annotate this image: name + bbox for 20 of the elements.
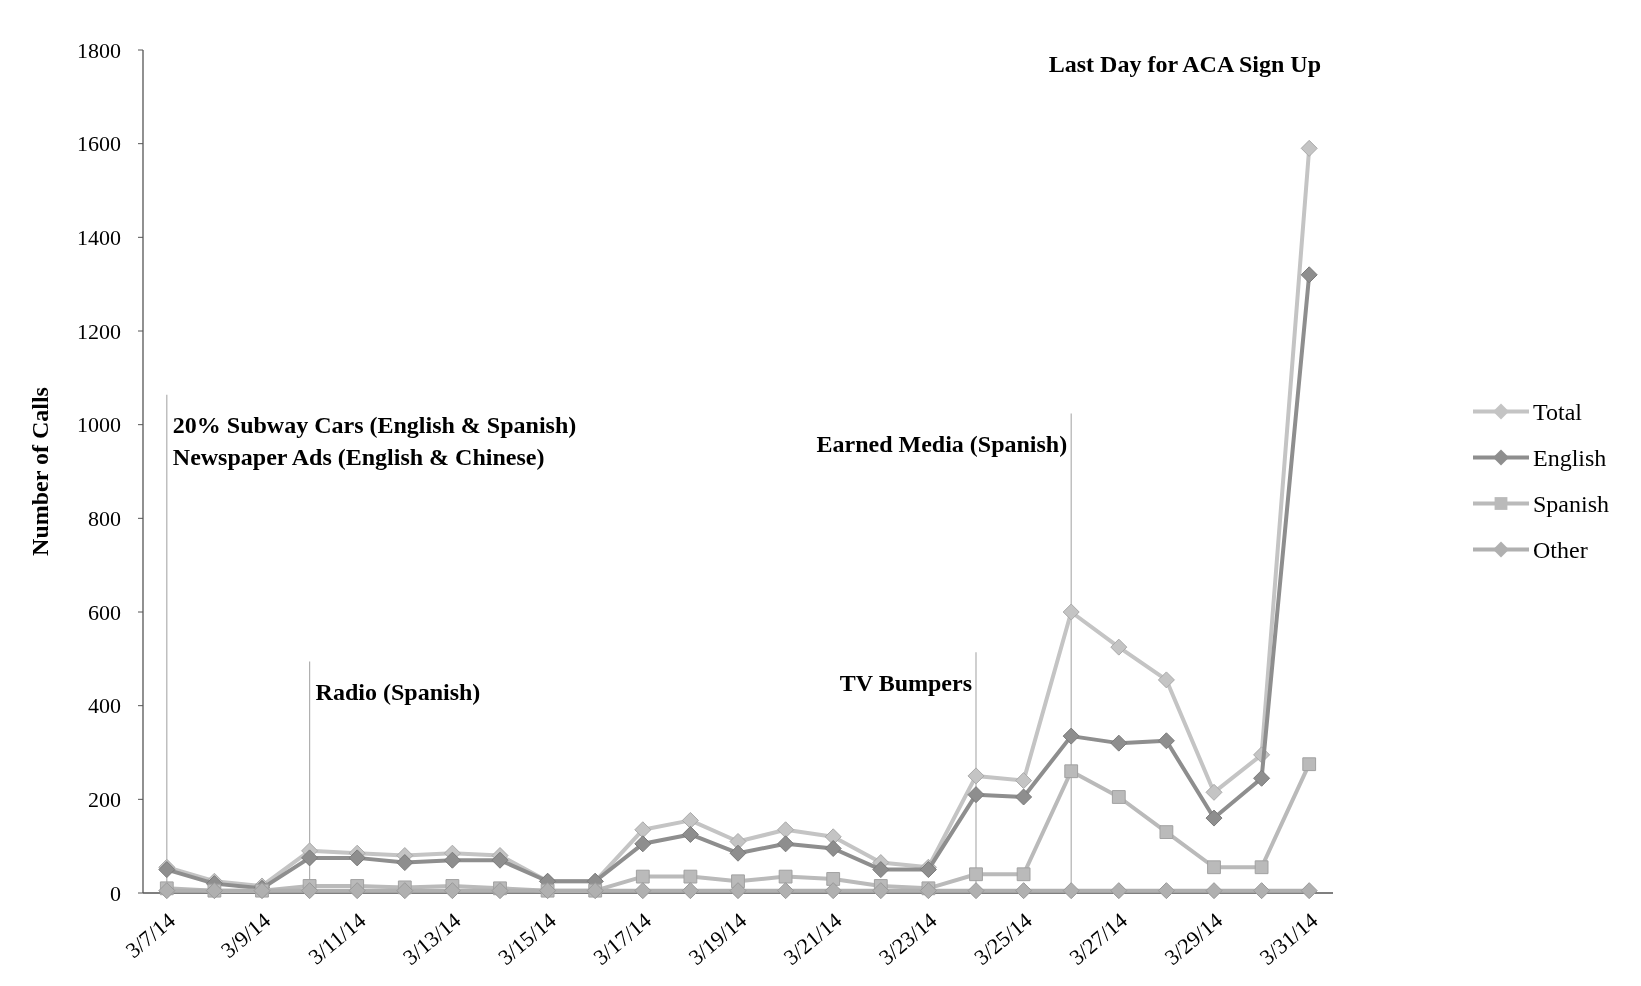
legend-label: Other <box>1533 536 1588 563</box>
y-tick-label: 800 <box>88 506 121 532</box>
y-tick-label: 1000 <box>77 412 121 438</box>
annotation: TV Bumpers <box>839 669 972 696</box>
y-tick-label: 600 <box>88 599 121 625</box>
y-axis-title: Number of Calls <box>27 387 53 556</box>
y-tick-label: 1800 <box>77 37 121 63</box>
annotation: Radio (Spanish) <box>315 679 481 706</box>
y-tick-label: 1400 <box>77 225 121 251</box>
legend-label: Total <box>1533 398 1583 425</box>
y-tick-label: 0 <box>110 880 121 906</box>
y-tick-label: 200 <box>88 787 121 813</box>
annotation: 20% Subway Cars (English & Spanish) Newspaper Ads (English & Chinese) <box>172 412 577 471</box>
annotation: Earned Media (Spanish) <box>816 430 1068 457</box>
legend-label: English <box>1533 444 1607 471</box>
y-tick-label: 400 <box>88 693 121 719</box>
annotation: Last Day for ACA Sign Up <box>1048 51 1321 77</box>
y-tick-label: 1600 <box>77 131 121 157</box>
y-tick-label: 1200 <box>77 318 121 344</box>
legend-label: Spanish <box>1533 490 1610 517</box>
